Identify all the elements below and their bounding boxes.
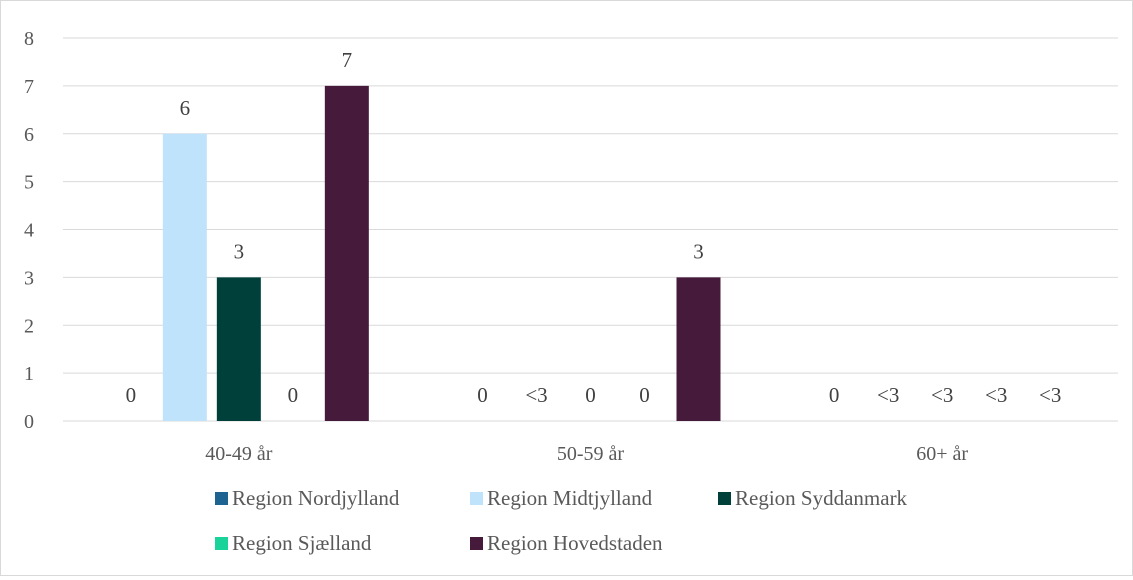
legend-label: Region Midtjylland — [487, 486, 653, 510]
legend-swatch — [215, 492, 228, 505]
data-label: <3 — [877, 383, 899, 407]
data-label: 3 — [693, 239, 704, 263]
legend-item: Region Syddanmark — [718, 486, 908, 510]
legend-swatch — [718, 492, 731, 505]
y-tick-label: 2 — [24, 315, 34, 337]
y-tick-label: 0 — [24, 411, 34, 433]
data-label: 0 — [477, 383, 488, 407]
y-tick-label: 8 — [24, 28, 34, 50]
y-axis: 0 1 2 3 4 5 6 7 8 — [24, 28, 34, 433]
bar — [676, 277, 721, 421]
x-tick-label: 50-59 år — [557, 443, 625, 465]
data-label: 0 — [585, 383, 596, 407]
data-label: 0 — [126, 383, 137, 407]
legend-item: Region Hovedstaden — [470, 531, 663, 555]
y-tick-label: 1 — [24, 363, 34, 385]
data-label: 3 — [234, 239, 245, 263]
data-labels: 0 6 3 0 7 0 <3 0 0 3 0 <3 <3 <3 <3 — [126, 48, 1062, 407]
x-axis: 40-49 år 50-59 år 60+ år — [205, 443, 968, 465]
data-label: 0 — [639, 383, 650, 407]
x-tick-label: 40-49 år — [205, 443, 273, 465]
y-tick-label: 3 — [24, 267, 34, 289]
legend-label: Region Nordjylland — [232, 486, 400, 510]
legend-label: Region Sjælland — [232, 531, 372, 555]
data-label: 0 — [288, 383, 299, 407]
y-tick-label: 7 — [24, 76, 34, 98]
legend-swatch — [470, 537, 483, 550]
data-label: 7 — [342, 48, 353, 72]
legend-item: Region Sjælland — [215, 531, 372, 555]
legend-item: Region Nordjylland — [215, 486, 400, 510]
legend: Region Nordjylland Region Midtjylland Regi… — [215, 486, 908, 555]
y-tick-label: 5 — [24, 172, 34, 194]
data-label: <3 — [985, 383, 1007, 407]
legend-label: Region Syddanmark — [735, 486, 908, 510]
legend-swatch — [215, 537, 228, 550]
legend-label: Region Hovedstaden — [487, 531, 663, 555]
bar — [162, 133, 207, 421]
y-tick-label: 4 — [24, 220, 34, 242]
legend-swatch — [470, 492, 483, 505]
bar — [216, 277, 261, 421]
data-label: 6 — [180, 96, 191, 120]
data-label: <3 — [525, 383, 547, 407]
x-tick-label: 60+ år — [916, 443, 968, 465]
data-label: <3 — [1039, 383, 1061, 407]
y-tick-label: 6 — [24, 124, 34, 146]
legend-item: Region Midtjylland — [470, 486, 653, 510]
data-label: <3 — [931, 383, 953, 407]
data-label: 0 — [829, 383, 840, 407]
bars — [162, 85, 721, 421]
bar — [324, 85, 369, 421]
